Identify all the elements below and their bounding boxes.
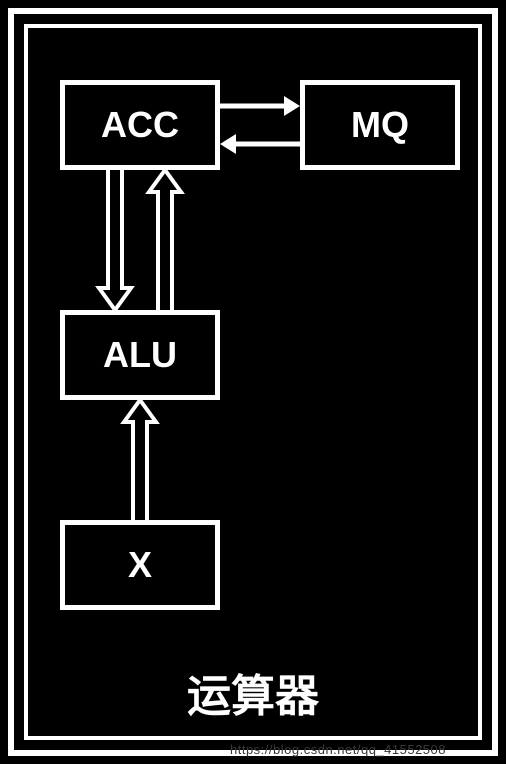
node-mq: MQ [300,80,460,170]
diagram-caption: 运算器 [0,660,506,724]
edge-alu-to-acc [135,140,195,340]
edge-x-to-alu [110,370,170,550]
watermark-text: https://blog.csdn.net/qq_41552508 [230,742,446,757]
edge-acc-to-mq [200,86,320,126]
edge-mq-to-acc [200,124,320,164]
